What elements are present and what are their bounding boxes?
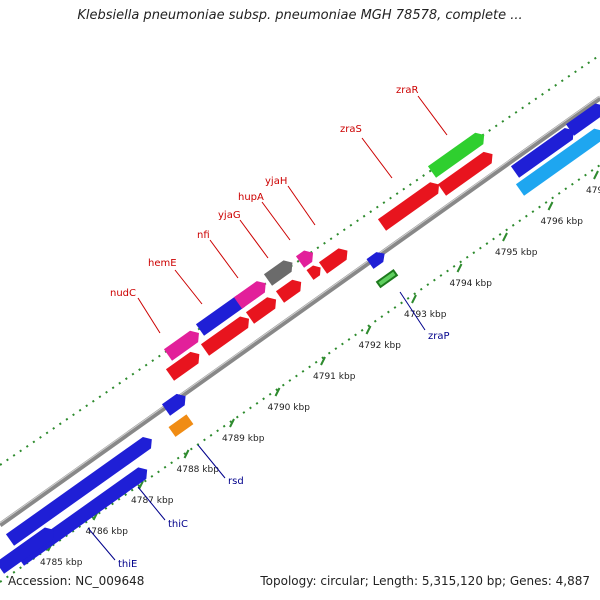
gene-blue-right-1[interactable] [510, 125, 578, 178]
position-ticks: 4785 kbp 4786 kbp 4787 kbp 4788 kbp 4789 kbp… [40, 170, 600, 568]
backbone-line [0, 95, 600, 528]
leader-nfi [209, 239, 239, 279]
gene-zraP-inner [378, 271, 396, 286]
gene-blue-right-2[interactable] [565, 100, 600, 136]
major-tick [456, 263, 463, 273]
leader-hupA [261, 201, 291, 241]
label-nfi: nfi [197, 230, 210, 241]
tick-label: 4797 kbp [586, 186, 600, 196]
tick-label: 4791 kbp [313, 372, 356, 382]
leader-yjaG [239, 219, 269, 259]
inner-tick-track [0, 164, 600, 583]
major-tick [274, 387, 281, 397]
tick-label: 4786 kbp [86, 527, 129, 537]
tick-label: 4788 kbp [177, 465, 220, 475]
outer-tick-track [0, 54, 600, 466]
gene-cyan-right[interactable] [515, 125, 600, 196]
tick-label: 4795 kbp [495, 248, 538, 258]
topology-summary: Topology: circular; Length: 5,315,120 bp… [260, 574, 590, 588]
gene-red-6[interactable] [437, 148, 497, 196]
gene-features [0, 100, 600, 574]
leader-zraR [417, 95, 448, 136]
tick-label: 4796 kbp [541, 217, 584, 227]
gene-hemE[interactable] [195, 292, 250, 336]
major-tick [320, 356, 326, 366]
label-zraP: zraP [428, 331, 450, 342]
label-zraR: zraR [396, 85, 418, 96]
gene-red-5[interactable] [318, 245, 352, 274]
major-tick [138, 480, 144, 490]
gene-zraS[interactable] [377, 179, 443, 231]
leader-zraP [399, 291, 426, 331]
gene-yjaG[interactable] [263, 257, 297, 286]
label-zraS: zraS [340, 124, 362, 135]
leader-hemE [174, 269, 203, 305]
major-tick [365, 325, 372, 335]
tick-label: 4790 kbp [268, 403, 311, 413]
tick-label: 4787 kbp [131, 496, 174, 506]
major-tick [183, 449, 190, 459]
gene-yjaH[interactable] [306, 263, 325, 280]
tick-label: 4789 kbp [222, 434, 265, 444]
label-hemE: hemE [148, 258, 177, 269]
major-tick [411, 294, 417, 304]
gene-red-3[interactable] [245, 294, 280, 324]
label-thiC: thiC [168, 519, 188, 530]
leader-thiC [137, 486, 166, 521]
major-tick [229, 418, 235, 428]
gene-red-4[interactable] [275, 276, 305, 303]
gene-red-2[interactable] [200, 313, 253, 356]
gene-hupA[interactable] [295, 247, 317, 268]
map-title: Klebsiella pneumoniae subsp. pneumoniae … [77, 8, 523, 23]
label-thiE: thiE [118, 559, 137, 570]
gene-nudC[interactable] [163, 327, 203, 361]
tick-label: 4793 kbp [404, 310, 447, 320]
label-rsd: rsd [228, 476, 244, 487]
major-tick [593, 170, 599, 180]
tick-label: 4794 kbp [450, 279, 493, 289]
tick-label: 4792 kbp [359, 341, 402, 351]
gene-blue-ll-2[interactable] [5, 433, 156, 546]
leader-zraS [361, 137, 393, 179]
accession-text: Accession: NC_009648 [8, 574, 145, 588]
gene-blue-ll-1[interactable] [161, 390, 190, 416]
label-hupA: hupA [238, 192, 264, 203]
label-nudC: nudC [110, 288, 136, 299]
major-tick [547, 201, 554, 211]
major-tick [502, 232, 508, 242]
gene-labels: nudC hemE nfi yjaG hupA yjaH zraS zraR r… [87, 85, 450, 570]
leader-rsd [197, 444, 226, 479]
leader-thiE [87, 527, 116, 561]
gene-rsd[interactable] [168, 414, 194, 437]
gene-red-1[interactable] [165, 348, 203, 381]
gene-thiE[interactable] [0, 524, 58, 574]
gene-nfi[interactable] [233, 278, 270, 309]
leader-nudC [137, 297, 161, 334]
gene-blue-small[interactable] [366, 249, 389, 269]
label-yjaG: yjaG [218, 210, 241, 221]
label-yjaH: yjaH [265, 176, 287, 187]
tick-label: 4785 kbp [40, 558, 83, 568]
gene-zraR[interactable] [427, 129, 488, 178]
leader-yjaH [287, 185, 316, 226]
backbone-highlight [0, 95, 600, 524]
